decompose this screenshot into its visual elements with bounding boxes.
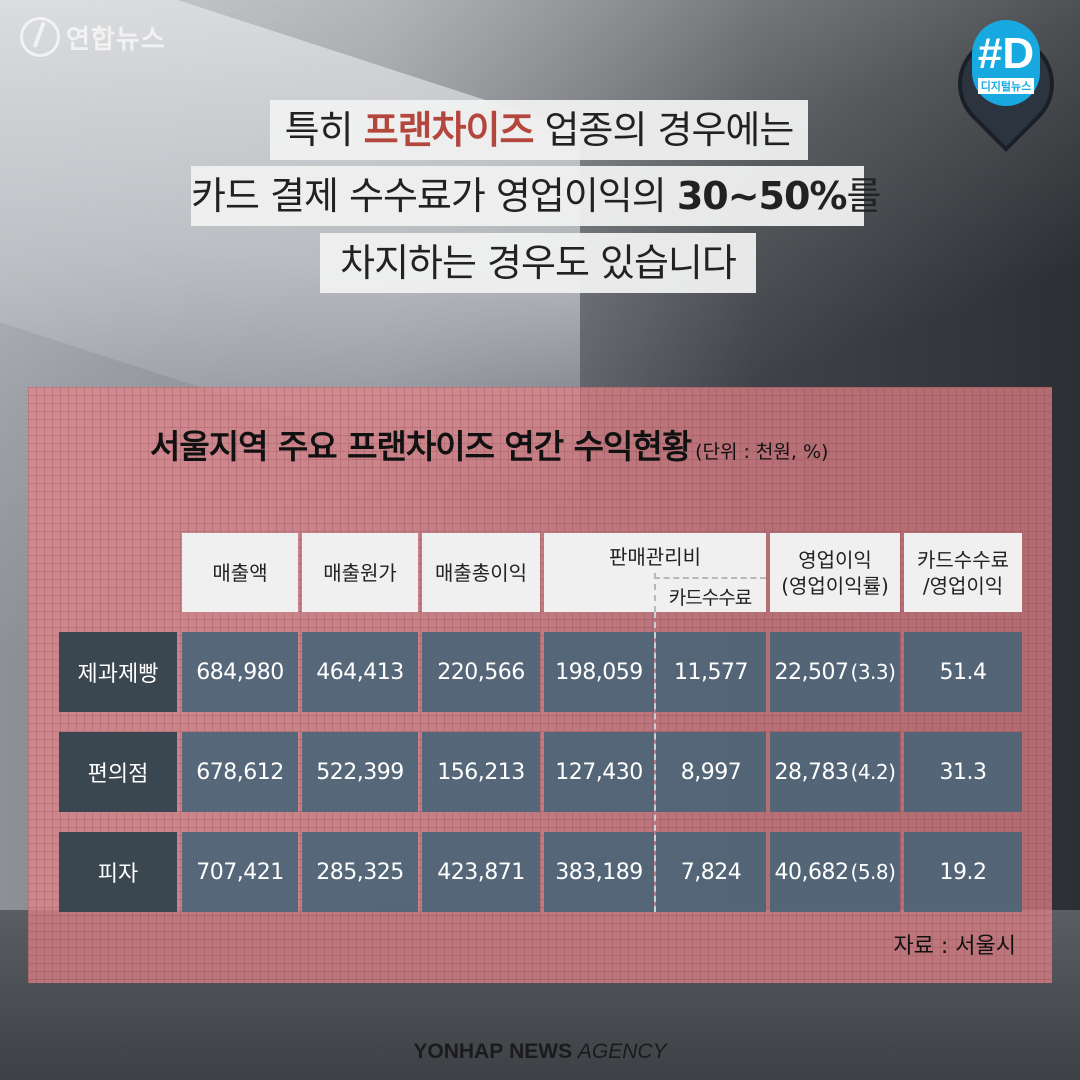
table-cell: 19.2 bbox=[904, 832, 1022, 912]
table-cell: 156,213 bbox=[422, 732, 540, 812]
table-cell: 285,325 bbox=[302, 832, 418, 912]
col-header-divider bbox=[654, 573, 656, 612]
table-cell: 423,871 bbox=[422, 832, 540, 912]
table-cell: 8,997 bbox=[656, 732, 766, 812]
headline-text: 를 bbox=[846, 174, 882, 218]
table-cell: 383,189 bbox=[544, 832, 654, 912]
row-label: 편의점 bbox=[59, 732, 177, 812]
table-cell: 7,824 bbox=[656, 832, 766, 912]
digital-news-badge-face: #D 디지털뉴스 bbox=[972, 20, 1040, 106]
table-cell: 522,399 bbox=[302, 732, 418, 812]
col-header-sga: 판매관리비 카드수수료 bbox=[544, 533, 766, 612]
table-title: 서울지역 주요 프랜차이즈 연간 수익현황 (단위 : 천원, %) bbox=[150, 418, 828, 468]
col-header-sales: 매출액 bbox=[182, 533, 298, 612]
col-header-card-fee: 카드수수료 bbox=[654, 577, 766, 610]
headline-line-3: 차지하는 경우도 있습니다 bbox=[320, 233, 756, 293]
col-header-op-profit-l2: (영업이익률) bbox=[781, 573, 889, 598]
badge-subtitle: 디지털뉴스 bbox=[977, 78, 1035, 94]
table-cell: 28,783 (4.2) bbox=[770, 732, 900, 812]
table-cell: 31.3 bbox=[904, 732, 1022, 812]
col-header-gross: 매출총이익 bbox=[422, 533, 540, 612]
col-header-sga-label: 판매관리비 bbox=[609, 545, 701, 569]
op-rate: (4.2) bbox=[850, 760, 896, 784]
badge-mark: #D bbox=[977, 29, 1035, 78]
col-header-ratio: 카드수수료 /영업이익 bbox=[904, 533, 1022, 612]
card-fee-divider bbox=[654, 612, 656, 912]
yonhap-logo-text: 연합뉴스 bbox=[66, 24, 166, 55]
headline-line-1: 특히 프랜차이즈 업종의 경우에는 bbox=[270, 100, 808, 160]
table-cell: 678,612 bbox=[182, 732, 298, 812]
op-rate: (5.8) bbox=[850, 860, 896, 884]
yonhap-logo-icon bbox=[20, 17, 60, 57]
footer-agency-word: AGENCY bbox=[577, 1040, 667, 1063]
footer-yonhap: YONHAP bbox=[413, 1040, 504, 1063]
table-cell: 707,421 bbox=[182, 832, 298, 912]
table-cell: 464,413 bbox=[302, 632, 418, 712]
table-cell: 22,507 (3.3) bbox=[770, 632, 900, 712]
col-header-op-profit-l1: 영업이익 bbox=[798, 547, 872, 572]
source-note: 자료 : 서울시 bbox=[893, 934, 1016, 959]
table-cell: 11,577 bbox=[656, 632, 766, 712]
row-label: 피자 bbox=[59, 832, 177, 912]
headline-text: 업종의 경우에는 bbox=[533, 108, 795, 152]
headline-highlight: 30~50% bbox=[676, 174, 848, 218]
op-rate: (3.3) bbox=[850, 660, 896, 684]
op-value: 28,783 bbox=[774, 759, 849, 785]
headline-accent: 프랜차이즈 bbox=[363, 108, 535, 152]
op-value: 40,682 bbox=[774, 859, 849, 885]
table-cell: 40,682 (5.8) bbox=[770, 832, 900, 912]
col-header-ratio-l1: 카드수수료 bbox=[917, 547, 1009, 572]
col-header-op-profit: 영업이익 (영업이익률) bbox=[770, 533, 900, 612]
headline-text: 카드 결제 수수료가 영업이익의 bbox=[191, 174, 677, 218]
yonhap-logo: 연합뉴스 bbox=[20, 14, 166, 60]
table-title-text: 서울지역 주요 프랜차이즈 연간 수익현황 bbox=[150, 427, 692, 466]
table-cell: 220,566 bbox=[422, 632, 540, 712]
table-cell: 51.4 bbox=[904, 632, 1022, 712]
footer-agency: YONHAP NEWS AGENCY bbox=[0, 1040, 1080, 1064]
table-cell: 127,430 bbox=[544, 732, 654, 812]
col-header-ratio-l2: /영업이익 bbox=[922, 573, 1004, 598]
footer-news: NEWS bbox=[509, 1040, 573, 1063]
row-label: 제과제빵 bbox=[59, 632, 177, 712]
table-cell: 198,059 bbox=[544, 632, 654, 712]
table-cell: 684,980 bbox=[182, 632, 298, 712]
headline-line-2: 카드 결제 수수료가 영업이익의 30~50%를 bbox=[191, 166, 881, 226]
table-unit: (단위 : 천원, %) bbox=[695, 441, 829, 463]
digital-news-badge: #D 디지털뉴스 bbox=[938, 6, 1074, 164]
headline-text: 특히 bbox=[284, 108, 364, 152]
op-value: 22,507 bbox=[774, 659, 849, 685]
col-header-cogs: 매출원가 bbox=[302, 533, 418, 612]
